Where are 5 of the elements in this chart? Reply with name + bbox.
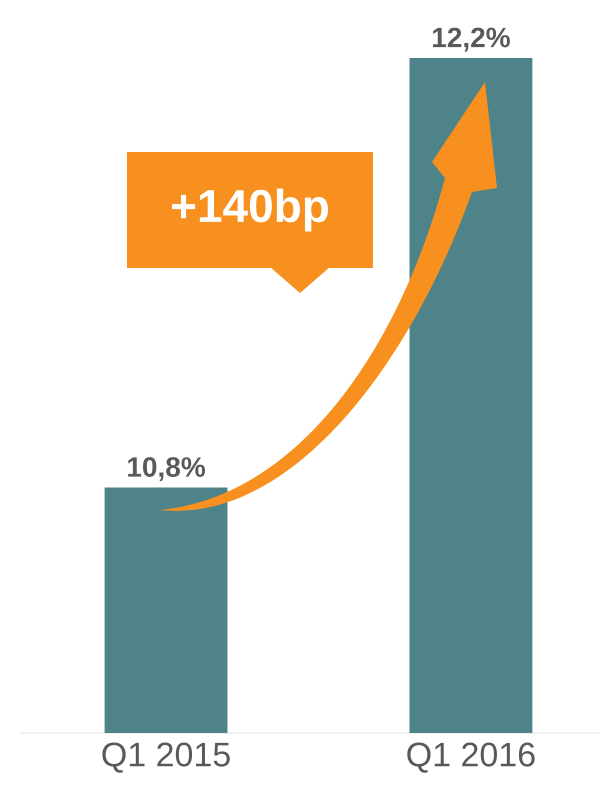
annotation: +140bp: [172, 188, 328, 232]
data-label: 12,2%: [432, 28, 510, 52]
x-tick-label: Q1 2016: [407, 742, 535, 773]
x-tick-label: Q1 2015: [102, 742, 230, 773]
data-label: 10,8%: [128, 457, 205, 481]
